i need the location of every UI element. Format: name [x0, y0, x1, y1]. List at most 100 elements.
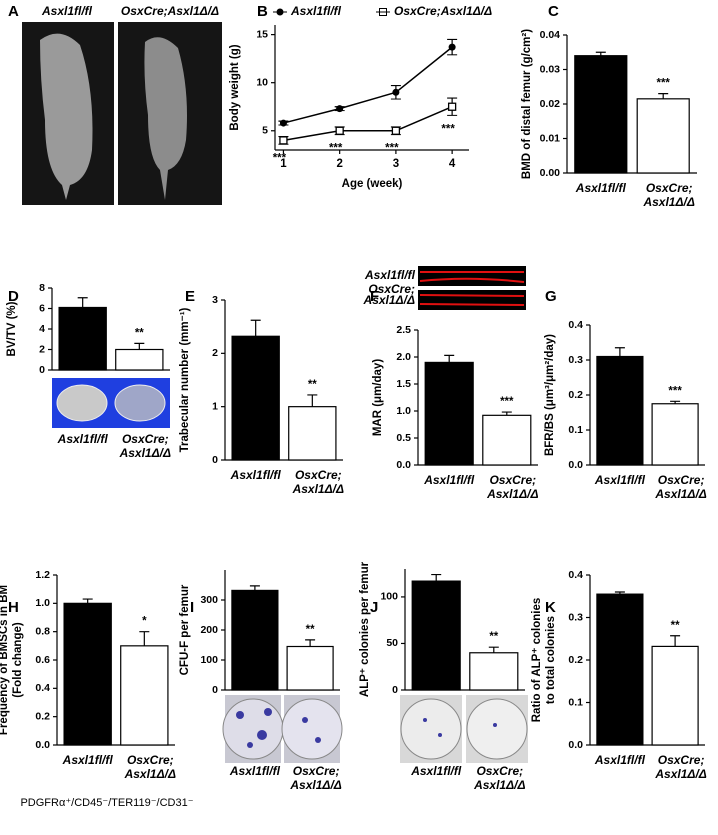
panel-letter: D	[8, 288, 19, 305]
point	[448, 43, 456, 51]
error-bar	[249, 585, 260, 591]
x-tick-label: Asxl1Δ/Δ	[473, 778, 525, 792]
y-tick-label: 4	[39, 323, 45, 335]
y-axis-label: ALP⁺ colonies per femur	[359, 561, 371, 697]
image-label: OsxCre;	[368, 282, 415, 296]
series-line	[283, 46, 453, 124]
y-tick-label: 8	[39, 282, 45, 294]
x-tick-label: OsxCre;	[293, 764, 340, 778]
bar	[469, 652, 519, 691]
x-tick-label: OsxCre;	[122, 432, 169, 446]
bar	[58, 306, 107, 371]
panel-letter: B	[257, 3, 268, 20]
x-tick-label: OsxCre;	[658, 473, 705, 487]
x-tick-label: Asxl1fl/fl	[423, 473, 475, 487]
significance: ***	[668, 385, 682, 397]
x-tick-label: Asxl1Δ/Δ	[119, 446, 171, 460]
x-tick-label: Asxl1Δ/Δ	[642, 195, 694, 209]
annotation: ***	[385, 143, 399, 155]
y-tick-label: 2.0	[396, 351, 411, 363]
error-bar	[488, 646, 499, 653]
point	[447, 102, 457, 111]
bar	[231, 335, 280, 461]
significance: ***	[656, 78, 670, 90]
error-bar	[139, 631, 150, 646]
y-tick-label: 0.4	[35, 682, 50, 694]
y-tick-label: 0.3	[568, 354, 583, 366]
y-tick-label: 0	[212, 684, 218, 696]
panel-letter: K	[545, 599, 556, 616]
point	[392, 88, 400, 96]
y-tick-label: 0.4	[568, 569, 583, 581]
x-tick-label: Asxl1fl/fl	[230, 468, 282, 482]
y-tick-label: 0.6	[35, 654, 50, 666]
x-tick-label: 4	[449, 158, 456, 170]
x-tick-label: OsxCre;	[295, 468, 342, 482]
x-tick-label: Asxl1Δ/Δ	[289, 778, 341, 792]
y-tick-label: 50	[386, 637, 398, 649]
point	[336, 105, 344, 113]
bar	[596, 355, 644, 466]
y-tick-label: 0.2	[568, 389, 583, 401]
panel-letter: C	[548, 3, 559, 20]
x-tick-label: OsxCre;	[489, 473, 536, 487]
y-tick-label: 0.8	[35, 625, 50, 637]
x-tick-label: Asxl1Δ/Δ	[486, 487, 538, 501]
y-tick-label: 1.0	[396, 405, 411, 417]
legend-label: OsxCre;Asxl1Δ/Δ	[394, 4, 492, 18]
x-tick-label: Asxl1Δ/Δ	[292, 482, 344, 496]
bar	[424, 361, 474, 466]
x-tick-label: OsxCre;	[646, 181, 693, 195]
y-tick-label: 0.4	[568, 319, 583, 331]
significance: *	[142, 616, 147, 628]
y-tick-label: 1	[212, 400, 218, 412]
x-tick-label: OsxCre;	[476, 764, 523, 778]
y-tick-label: 0.04	[540, 29, 561, 41]
y-tick-label: 0	[39, 364, 45, 376]
y-axis-label: Ratio of ALP⁺ colonies	[531, 598, 543, 722]
y-tick-label: 0.5	[396, 432, 411, 444]
error-bar	[305, 639, 316, 647]
x-tick-label: OsxCre;	[127, 753, 174, 767]
error-bar	[77, 297, 88, 308]
bar	[120, 645, 169, 746]
significance: **	[306, 624, 315, 636]
x-tick-label: Asxl1fl/fl	[62, 753, 114, 767]
y-tick-label: 2	[212, 347, 218, 359]
error-bar	[82, 598, 93, 604]
y-tick-label: 0.02	[540, 98, 561, 110]
y-tick-label: 0	[392, 684, 398, 696]
fluorescence-images	[418, 266, 526, 310]
x-tick-label: Asxl1fl/fl	[229, 764, 281, 778]
point	[279, 136, 288, 145]
microct-image	[52, 378, 170, 428]
bar	[596, 593, 644, 746]
y-tick-label: 100	[200, 654, 218, 666]
footnote: PDGFRα⁺/CD45⁻/TER119⁻/CD31⁻	[20, 797, 193, 809]
bar	[482, 414, 532, 466]
x-tick-label: Asxl1fl/fl	[575, 181, 627, 195]
image-label: Asxl1fl/fl	[41, 4, 93, 18]
error-bar	[670, 635, 681, 647]
series-line	[283, 106, 453, 142]
y-tick-label: 15	[256, 28, 268, 40]
y-tick-label: 0	[212, 454, 218, 466]
panel-letter: G	[545, 288, 557, 305]
point	[391, 126, 401, 135]
x-tick-label: Asxl1Δ/Δ	[654, 767, 706, 781]
y-tick-label: 1.2	[35, 569, 50, 581]
y-axis-label: (Fold change)	[12, 622, 24, 698]
y-axis-label: Trabecular number (mm⁻¹)	[179, 307, 191, 452]
panel-letter: E	[185, 288, 195, 305]
significance: **	[489, 631, 498, 643]
y-tick-label: 5	[262, 125, 268, 137]
y-tick-label: 3	[212, 294, 218, 306]
panel-letter: H	[8, 599, 19, 616]
bar	[651, 645, 699, 746]
annotation: ***	[441, 123, 455, 135]
bar	[411, 580, 461, 691]
y-axis-label: Body weight (g)	[229, 44, 241, 130]
image-label: OsxCre;Asxl1Δ/Δ	[121, 4, 219, 18]
panel-letter: F	[370, 288, 379, 305]
